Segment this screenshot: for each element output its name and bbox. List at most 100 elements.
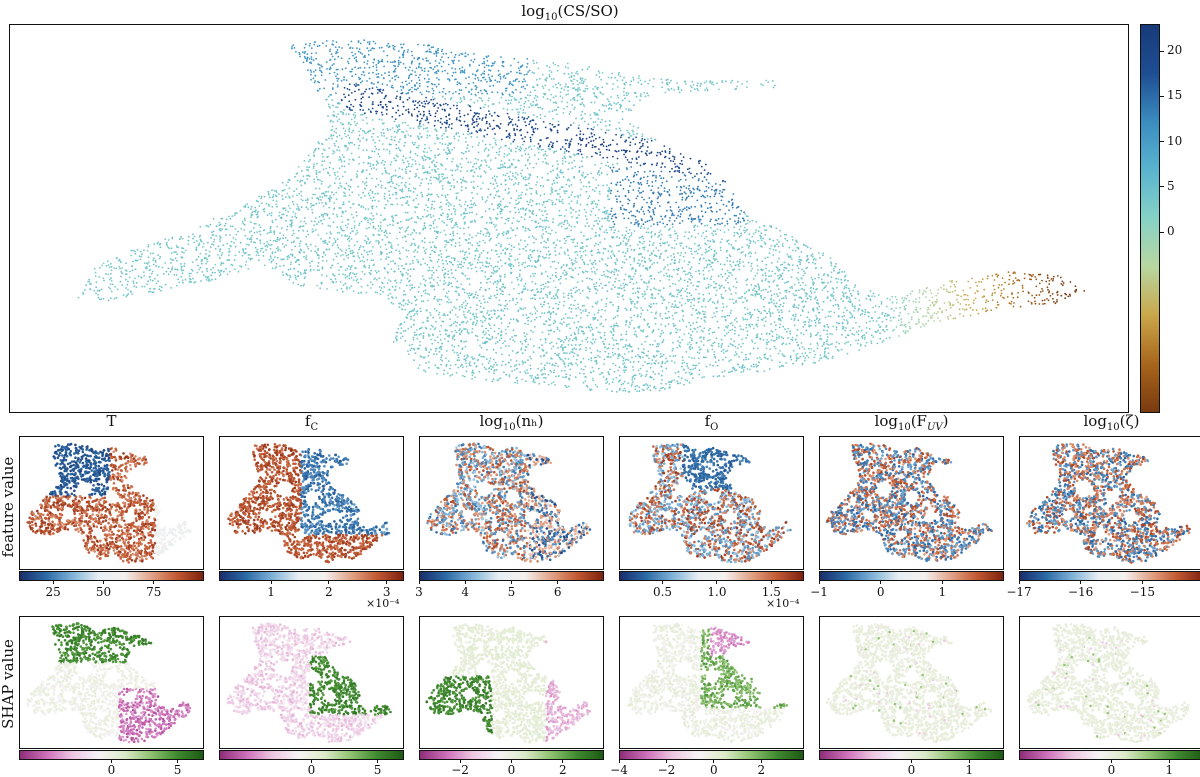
main-scatter-point <box>626 247 629 250</box>
main-scatter-point <box>449 152 452 155</box>
main-scatter-point <box>427 60 429 62</box>
main-scatter-point <box>640 145 642 148</box>
main-scatter-point <box>721 222 723 225</box>
main-scatter-point <box>310 58 313 61</box>
main-scatter-point <box>540 369 542 372</box>
main-scatter-point <box>1041 288 1043 290</box>
main-scatter-point <box>322 215 325 218</box>
main-scatter-point <box>447 270 450 272</box>
main-scatter-point <box>212 218 215 220</box>
main-scatter-point <box>306 201 309 204</box>
main-scatter-point <box>756 259 759 262</box>
main-scatter-point <box>494 157 497 160</box>
main-scatter-point <box>494 361 497 364</box>
main-scatter-point <box>413 359 415 362</box>
main-scatter-point <box>776 238 779 241</box>
main-scatter-point <box>509 237 512 240</box>
main-scatter-point <box>574 267 577 270</box>
main-scatter-point <box>565 373 568 376</box>
main-scatter-point <box>613 102 616 104</box>
main-scatter-point <box>908 300 911 302</box>
main-scatter-point <box>726 326 729 329</box>
main-scatter-point <box>321 160 324 163</box>
main-scatter-point <box>576 251 578 253</box>
main-scatter-point <box>556 113 558 115</box>
main-scatter-point <box>1014 277 1017 279</box>
main-scatter-point <box>414 100 417 102</box>
main-scatter-point <box>713 189 716 192</box>
main-scatter-point <box>616 244 618 247</box>
main-scatter-point <box>865 327 868 329</box>
main-scatter-point <box>771 301 773 303</box>
main-scatter-point <box>526 131 529 134</box>
main-scatter-point <box>322 240 324 243</box>
main-scatter-point <box>680 289 683 292</box>
main-scatter-point <box>302 61 305 64</box>
main-scatter-point <box>311 208 313 211</box>
main-scatter-point <box>557 307 560 310</box>
main-scatter-point <box>541 331 544 334</box>
main-scatter-point <box>688 299 691 301</box>
main-scatter-point <box>543 381 546 383</box>
main-scatter-point <box>696 331 698 333</box>
main-scatter-point <box>737 221 739 224</box>
main-scatter-point <box>219 238 221 240</box>
main-scatter-point <box>151 279 154 282</box>
main-scatter-point <box>751 339 753 341</box>
main-scatter-point <box>530 320 533 322</box>
main-scatter-point <box>345 105 348 108</box>
main-scatter-point <box>746 244 749 246</box>
main-scatter-point <box>297 237 300 240</box>
main-scatter-point <box>510 64 512 67</box>
main-scatter-point <box>669 234 672 237</box>
main-scatter-point <box>664 226 666 228</box>
main-scatter-point <box>583 304 585 307</box>
main-scatter-point <box>487 99 490 102</box>
main-scatter-point <box>286 214 288 217</box>
main-scatter-point <box>777 295 779 297</box>
main-scatter-point <box>475 270 478 273</box>
main-scatter-point <box>332 273 335 276</box>
main-scatter-point <box>809 298 812 301</box>
main-scatter-point <box>768 310 770 313</box>
main-scatter-point <box>714 361 717 364</box>
main-scatter-point <box>563 321 565 323</box>
main-scatter-point <box>499 212 502 215</box>
main-scatter-point <box>784 282 786 284</box>
main-scatter-point <box>530 329 532 332</box>
main-scatter-point <box>480 129 482 132</box>
main-scatter-point <box>352 105 355 108</box>
main-scatter-point <box>561 162 564 165</box>
main-scatter-point <box>548 69 551 72</box>
main-scatter-point <box>559 222 561 225</box>
main-scatter-point <box>570 292 573 295</box>
main-scatter-point <box>1023 273 1026 275</box>
main-scatter-point <box>528 162 531 165</box>
main-scatter-point <box>659 244 662 247</box>
main-scatter-point <box>355 273 358 275</box>
main-scatter-point <box>476 320 479 322</box>
main-scatter-point <box>923 290 925 292</box>
main-scatter-point <box>730 321 733 324</box>
main-scatter-point <box>681 309 684 312</box>
main-scatter-point <box>529 216 531 219</box>
main-scatter-point <box>471 211 473 214</box>
main-scatter-point <box>624 307 627 310</box>
main-scatter-point <box>698 369 701 371</box>
main-scatter-point <box>516 258 519 261</box>
main-scatter-point <box>793 318 796 320</box>
main-scatter-point <box>685 351 688 353</box>
main-scatter-point <box>726 222 729 225</box>
main-scatter-point <box>476 193 479 195</box>
main-scatter-point <box>510 197 513 200</box>
main-scatter-point <box>508 252 511 255</box>
main-scatter-point <box>397 268 400 270</box>
main-scatter-point <box>450 97 453 99</box>
main-scatter-point <box>442 87 445 90</box>
main-scatter-point <box>138 255 141 258</box>
main-scatter-point <box>413 331 416 334</box>
main-scatter-point <box>209 223 212 226</box>
main-scatter-point <box>818 252 820 254</box>
main-scatter-point <box>731 79 734 82</box>
main-scatter-point <box>480 159 483 162</box>
